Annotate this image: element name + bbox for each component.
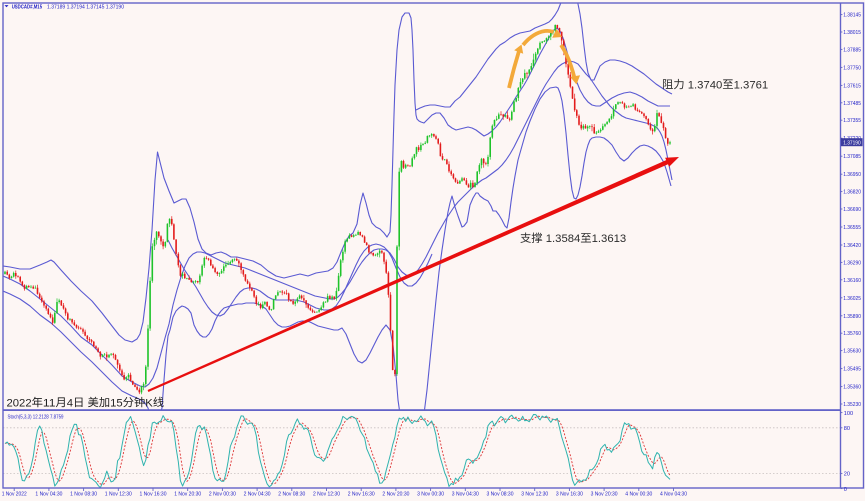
svg-text:1.3761: 1.3761 [734, 79, 769, 91]
svg-text:3 Nov 08:30: 3 Nov 08:30 [487, 492, 514, 498]
svg-text:1 Nov 20:30: 1 Nov 20:30 [174, 492, 201, 498]
svg-text:80: 80 [844, 426, 850, 432]
svg-text:USDCAD#,M15: USDCAD#,M15 [12, 5, 42, 11]
svg-text:1.37615: 1.37615 [843, 83, 861, 89]
svg-text:1.3613: 1.3613 [592, 233, 627, 245]
svg-text:1.3584: 1.3584 [546, 233, 581, 245]
svg-text:1 Nov 04:30: 1 Nov 04:30 [35, 492, 62, 498]
svg-text:1.35630: 1.35630 [843, 349, 861, 355]
svg-text:1.37485: 1.37485 [843, 101, 861, 107]
svg-text:0: 0 [844, 487, 847, 493]
svg-text:1.37885: 1.37885 [843, 47, 861, 53]
svg-text:1.38145: 1.38145 [843, 13, 861, 19]
svg-text:1.36690: 1.36690 [843, 207, 861, 213]
svg-text:2 Nov 12:30: 2 Nov 12:30 [313, 492, 340, 498]
svg-text:1.35230: 1.35230 [843, 402, 861, 408]
svg-text:20: 20 [844, 472, 850, 478]
svg-text:1.37085: 1.37085 [843, 154, 861, 160]
svg-text:3 Nov 00:30: 3 Nov 00:30 [417, 492, 444, 498]
svg-text:2 Nov 08:30: 2 Nov 08:30 [278, 492, 305, 498]
svg-text:1.36025: 1.36025 [843, 296, 861, 302]
svg-text:1.35360: 1.35360 [843, 385, 861, 391]
svg-text:1.36420: 1.36420 [843, 243, 861, 249]
svg-text:1.35495: 1.35495 [843, 367, 861, 373]
svg-text:1.37189 1.37194 1.37145 1.3719: 1.37189 1.37194 1.37145 1.37190 [47, 5, 124, 11]
svg-text:1.36820: 1.36820 [843, 190, 861, 196]
svg-text:1.36950: 1.36950 [843, 172, 861, 178]
svg-text:3 Nov 20:30: 3 Nov 20:30 [591, 492, 618, 498]
svg-text:Stoch(5,3,3) 12.2128 7.8759: Stoch(5,3,3) 12.2128 7.8759 [8, 415, 64, 421]
svg-text:2 Nov 00:30: 2 Nov 00:30 [209, 492, 236, 498]
svg-text:1.36160: 1.36160 [843, 278, 861, 284]
svg-text:1.37750: 1.37750 [843, 65, 861, 71]
svg-text:2 Nov 04:30: 2 Nov 04:30 [244, 492, 271, 498]
svg-text:100: 100 [844, 411, 853, 417]
svg-text:3 Nov 16:30: 3 Nov 16:30 [556, 492, 583, 498]
svg-text:1.35760: 1.35760 [843, 331, 861, 337]
svg-text:2 Nov 20:30: 2 Nov 20:30 [382, 492, 409, 498]
svg-text:2 Nov 16:30: 2 Nov 16:30 [348, 492, 375, 498]
svg-text:3 Nov 12:30: 3 Nov 12:30 [521, 492, 548, 498]
svg-text:1 Nov 08:30: 1 Nov 08:30 [70, 492, 97, 498]
svg-text:1.37355: 1.37355 [843, 118, 861, 124]
svg-text:1 Nov 2022: 1 Nov 2022 [2, 492, 27, 498]
svg-text:1.36555: 1.36555 [843, 225, 861, 231]
svg-text:1.35890: 1.35890 [843, 314, 861, 320]
svg-text:1.3740: 1.3740 [688, 79, 723, 91]
svg-text:11: 11 [43, 397, 56, 409]
svg-text:1 Nov 12:30: 1 Nov 12:30 [105, 492, 132, 498]
svg-text:15: 15 [110, 397, 123, 409]
svg-text:4 Nov 00:30: 4 Nov 00:30 [625, 492, 652, 498]
svg-text:4: 4 [67, 397, 73, 409]
svg-text:K: K [145, 397, 153, 409]
svg-text:1.37190: 1.37190 [843, 141, 861, 147]
svg-text:2022: 2022 [7, 397, 32, 409]
svg-text:3 Nov 04:30: 3 Nov 04:30 [452, 492, 479, 498]
svg-text:4 Nov 04:30: 4 Nov 04:30 [660, 492, 687, 498]
svg-text:1 Nov 16:30: 1 Nov 16:30 [140, 492, 167, 498]
svg-text:1.36290: 1.36290 [843, 260, 861, 266]
svg-text:1.38015: 1.38015 [843, 30, 861, 36]
